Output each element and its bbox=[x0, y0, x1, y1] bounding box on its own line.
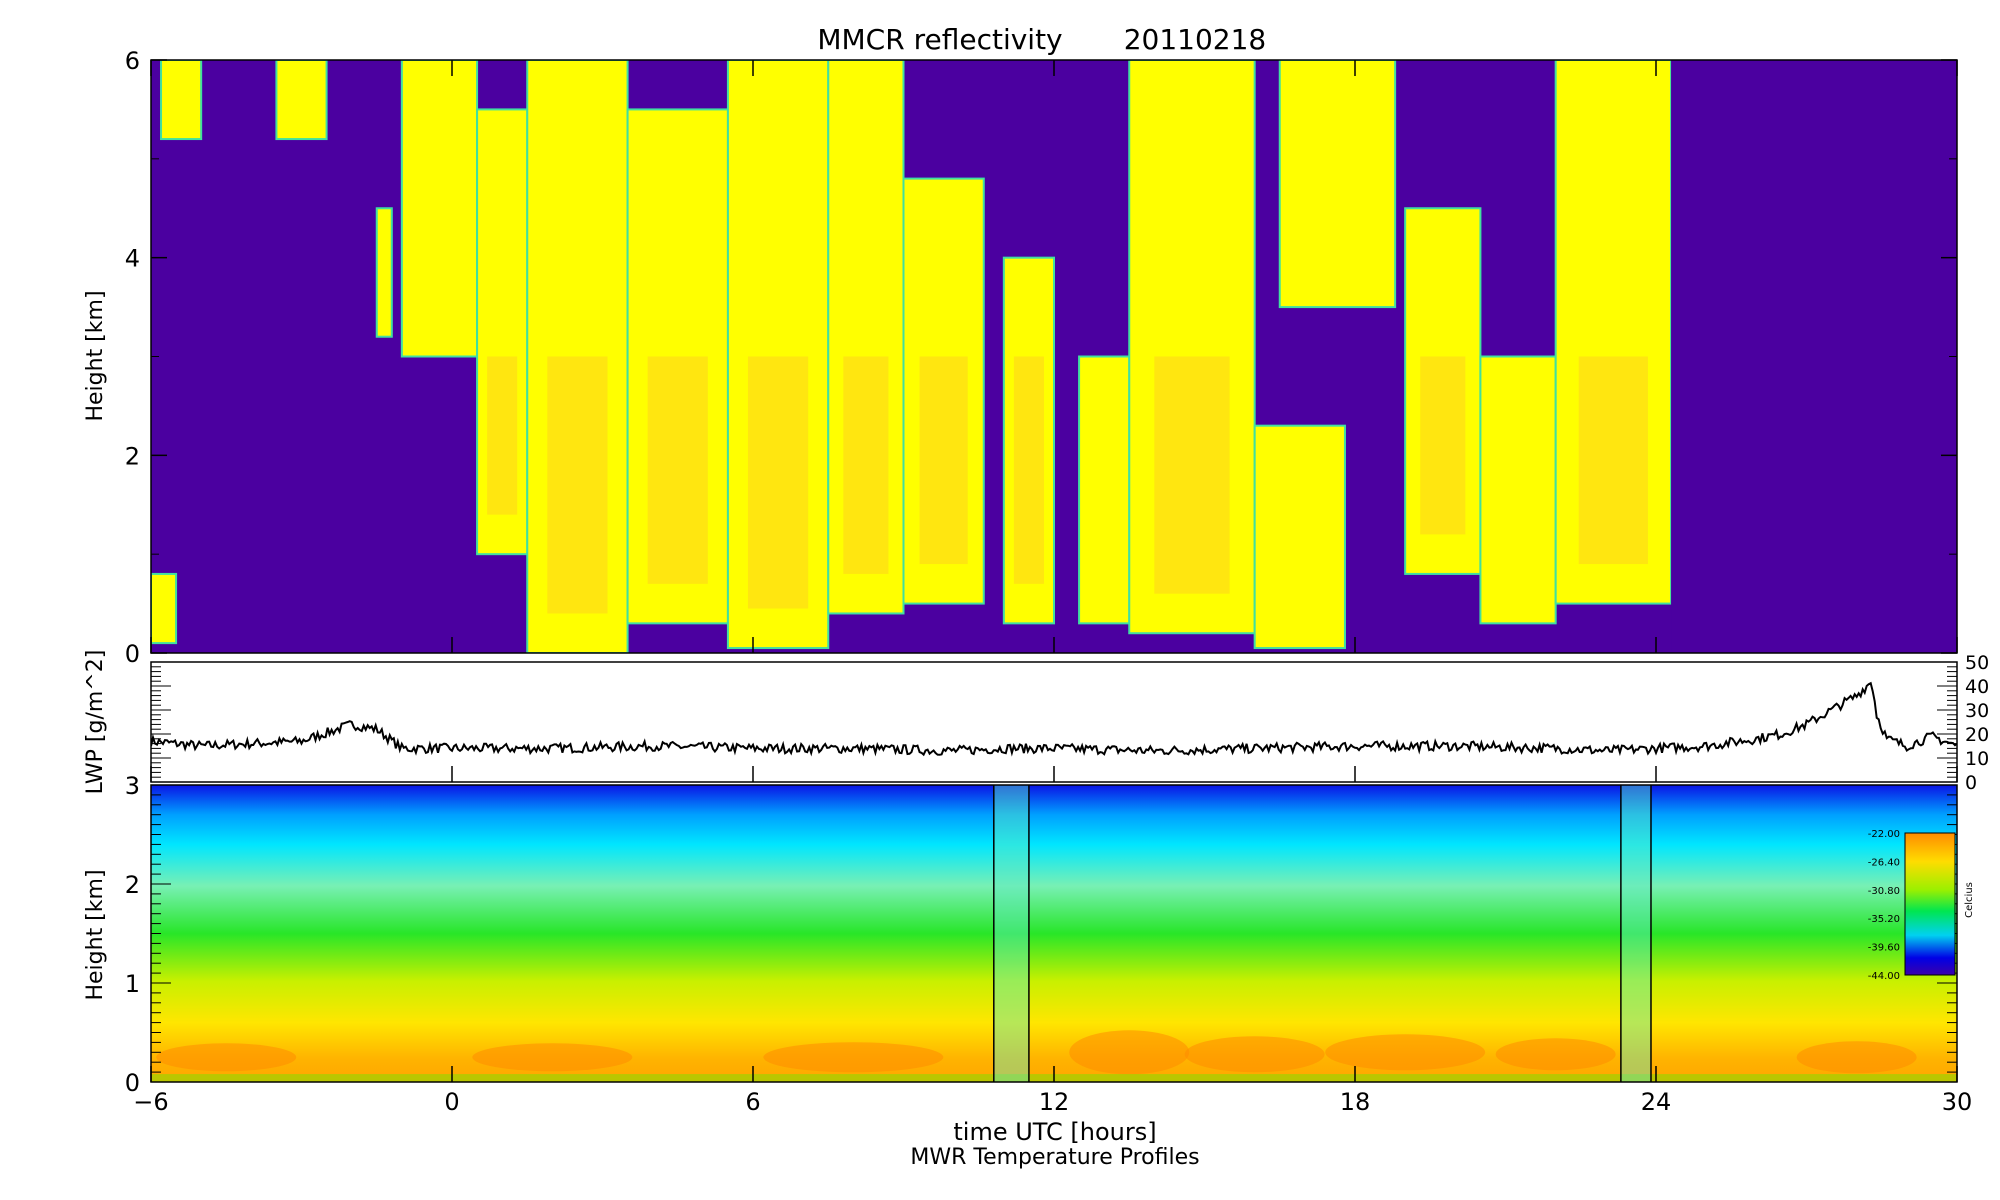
reflectivity-y-ticks: 0 2 4 6 bbox=[125, 47, 1957, 668]
colorbar-tick-label: -44.00 bbox=[1868, 971, 1900, 982]
x-tick-label: 12 bbox=[1039, 1088, 1070, 1116]
lwp-y-tick-label: 10 bbox=[1965, 748, 1989, 770]
subtitle: MWR Temperature Profiles bbox=[910, 1145, 1199, 1170]
lwp-series-line bbox=[151, 681, 1957, 757]
warm-region bbox=[1325, 1034, 1486, 1071]
cloud-column bbox=[151, 572, 178, 645]
lwp-y-tick-label: 50 bbox=[1965, 652, 1989, 674]
temperature-y-tick-label: 2 bbox=[125, 871, 140, 899]
cloud-core bbox=[1013, 356, 1044, 584]
reflectivity-y-tick-label: 6 bbox=[125, 47, 140, 75]
colorbar-gradient bbox=[1904, 832, 1956, 976]
cloud-core bbox=[843, 356, 889, 574]
lwp-y-tick-label: 40 bbox=[1965, 676, 1989, 698]
reflectivity-y-tick-label: 0 bbox=[125, 640, 140, 668]
cloud-core bbox=[919, 356, 968, 565]
cloud-column bbox=[1479, 355, 1557, 625]
lwp-y-label: LWP [g/m^2] bbox=[83, 650, 108, 795]
colorbar-tick-label: -22.00 bbox=[1868, 829, 1900, 840]
temperature-y-tick-label: 3 bbox=[125, 772, 140, 800]
cloud-column bbox=[160, 60, 203, 141]
x-axis-label: time UTC [hours] bbox=[953, 1118, 1156, 1146]
warm-region bbox=[1069, 1030, 1190, 1075]
warm-region bbox=[472, 1043, 633, 1072]
cloud-core bbox=[487, 356, 518, 515]
no-data-region bbox=[1671, 60, 1957, 653]
reflectivity-panel: 0 2 4 6 Height [km] bbox=[83, 47, 1958, 668]
cloud-column bbox=[1253, 424, 1346, 650]
x-tick-label: −6 bbox=[133, 1088, 168, 1116]
warm-region bbox=[763, 1042, 944, 1073]
colorbar-tick-label: -30.80 bbox=[1868, 886, 1900, 897]
cloud-core bbox=[1578, 356, 1648, 565]
temperature-gap-lines bbox=[993, 785, 1652, 1082]
warm-region bbox=[1796, 1041, 1917, 1074]
temperature-y-tick-label: 0 bbox=[125, 1069, 140, 1097]
cloud-column bbox=[1278, 60, 1397, 309]
colorbar-tick-label: -35.20 bbox=[1868, 914, 1900, 925]
cloud-core bbox=[547, 356, 608, 614]
x-tick-label: 24 bbox=[1641, 1088, 1672, 1116]
cloud-column bbox=[375, 207, 393, 338]
colorbar-label: Celcius bbox=[1964, 882, 1975, 918]
temperature-y-label: Height [km] bbox=[83, 869, 108, 1000]
lwp-y-tick-label: 20 bbox=[1965, 724, 1989, 746]
x-tick-label: 0 bbox=[444, 1088, 459, 1116]
cloud-column bbox=[400, 60, 479, 358]
colorbar-tick-label: -26.40 bbox=[1868, 857, 1900, 868]
chart-date: 20110218 bbox=[1124, 23, 1267, 56]
colorbar-tick-label: -39.60 bbox=[1868, 943, 1900, 954]
cloud-layer bbox=[151, 60, 1957, 653]
x-tick-label: 30 bbox=[1942, 1088, 1973, 1116]
x-tick-label: 18 bbox=[1340, 1088, 1371, 1116]
data-gap-region bbox=[1620, 785, 1651, 1082]
colorbar-ticks: -22.00 -26.40 -30.80 -35.20 -39.60 -44.00 bbox=[1868, 829, 1900, 982]
cloud-column bbox=[275, 60, 328, 141]
cloud-core bbox=[1154, 356, 1230, 594]
cloud-core bbox=[647, 356, 708, 584]
x-axis-ticks: −6 0 6 12 18 24 30 bbox=[133, 60, 1972, 1116]
colorbar: -22.00 -26.40 -30.80 -35.20 -39.60 -44.00 Cel… bbox=[1868, 829, 1975, 982]
cloud-column bbox=[1078, 355, 1131, 625]
lwp-y-tick-label: 0 bbox=[1965, 772, 1977, 794]
reflectivity-y-tick-label: 4 bbox=[125, 245, 140, 273]
x-tick-label: 6 bbox=[745, 1088, 760, 1116]
cloud-core bbox=[1420, 356, 1466, 535]
warm-region bbox=[1495, 1038, 1616, 1071]
reflectivity-y-tick-label: 2 bbox=[125, 442, 140, 470]
temperature-field bbox=[151, 785, 1957, 1082]
cloud-core bbox=[747, 356, 809, 609]
temperature-y-tick-label: 1 bbox=[125, 970, 140, 998]
warm-region bbox=[1184, 1036, 1325, 1073]
chart-title: MMCR reflectivity bbox=[817, 23, 1062, 56]
data-gap-region bbox=[993, 785, 1029, 1082]
temperature-panel: 0 1 2 3 Height [km] -22.00 -26.40 -30.80 -35.2… bbox=[83, 772, 1975, 1097]
reflectivity-y-label: Height [km] bbox=[83, 290, 108, 421]
lwp-y-tick-label: 30 bbox=[1965, 700, 1989, 722]
warm-region bbox=[156, 1043, 297, 1072]
